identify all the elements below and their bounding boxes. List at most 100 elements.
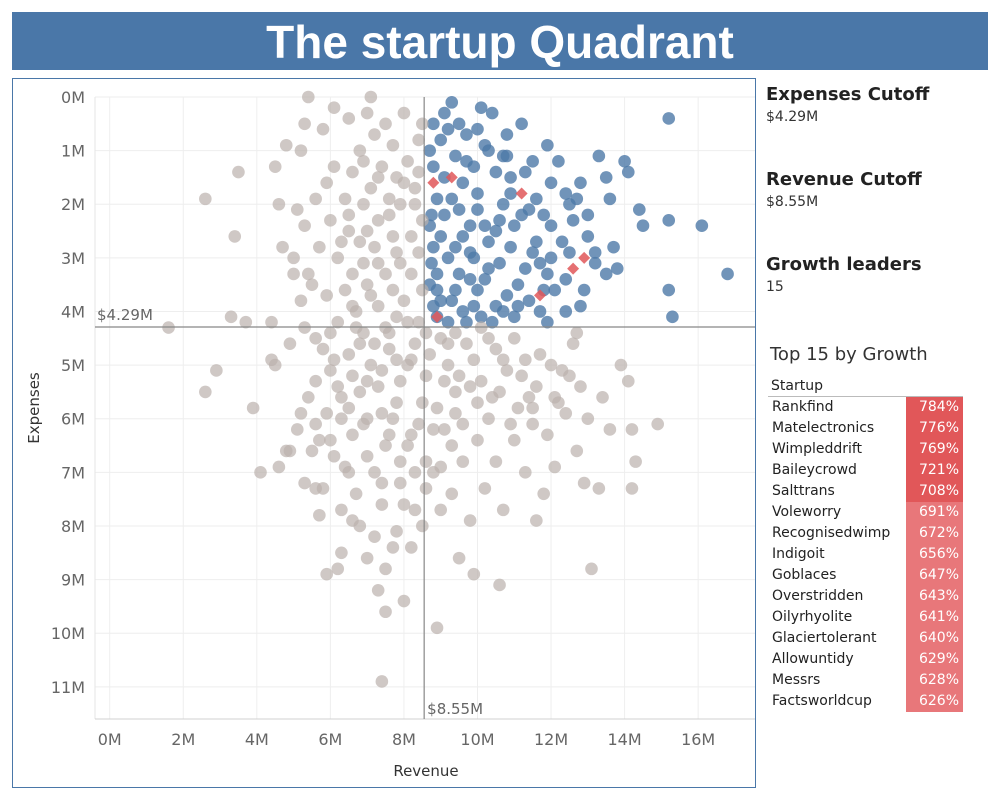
- startup-point: [515, 369, 528, 383]
- table-row[interactable]: Factsworldcup 626%: [768, 691, 963, 712]
- leader-point: [592, 149, 606, 163]
- startup-point: [412, 417, 425, 431]
- page-title: The startup Quadrant: [12, 12, 988, 70]
- growth-value: 641%: [906, 607, 963, 628]
- startup-point: [283, 337, 297, 350]
- startup-point: [379, 267, 392, 281]
- startup-point: [272, 460, 286, 474]
- startup-point: [423, 348, 436, 361]
- startup-point: [434, 503, 448, 517]
- startup-point: [408, 181, 422, 195]
- expenses-cutoff-value[interactable]: $4.29M: [766, 109, 819, 125]
- startup-point: [397, 106, 411, 120]
- growth-marker-point: [427, 176, 440, 189]
- leader-point: [463, 273, 477, 286]
- leader-point: [500, 128, 514, 141]
- y-tick-label: 6M: [61, 410, 85, 429]
- startup-point: [371, 380, 385, 393]
- table-row[interactable]: Glaciertolerant 640%: [768, 628, 963, 649]
- startup-point: [379, 439, 392, 452]
- startup-point: [412, 246, 425, 259]
- startup-point: [493, 385, 506, 399]
- revenue-cutoff-label: Revenue Cutoff: [766, 169, 922, 190]
- startup-point: [290, 203, 304, 216]
- leader-point: [530, 235, 543, 249]
- table-row[interactable]: Rankfind 784%: [768, 397, 963, 418]
- table-row[interactable]: Allowuntidy 629%: [768, 649, 963, 670]
- startup-point: [360, 278, 374, 291]
- startup-point: [419, 369, 433, 383]
- leader-point: [599, 267, 613, 281]
- startup-point: [283, 444, 297, 458]
- expenses-cutoff-label: Expenses Cutoff: [766, 84, 930, 105]
- growth-value: 629%: [906, 649, 963, 670]
- leader-point: [581, 208, 595, 222]
- table-row[interactable]: Oilyrhyolite 641%: [768, 607, 963, 628]
- leader-point: [610, 262, 624, 275]
- startup-point: [625, 423, 639, 436]
- startup-point: [368, 530, 381, 543]
- startup-point: [541, 428, 554, 442]
- startup-point: [603, 423, 617, 436]
- leader-point: [559, 187, 573, 200]
- startup-point: [360, 449, 374, 463]
- leader-point: [555, 235, 569, 249]
- table-row[interactable]: Recognisedwimp 672%: [768, 523, 963, 544]
- startup-point: [566, 337, 580, 350]
- startup-point: [342, 348, 356, 361]
- table-row[interactable]: Messrs 628%: [768, 670, 963, 691]
- startup-point: [335, 390, 348, 404]
- startup-point: [430, 401, 444, 415]
- leader-point: [478, 273, 492, 286]
- leader-point: [721, 267, 734, 281]
- leader-point: [471, 187, 484, 200]
- startup-point: [346, 428, 359, 442]
- startup-point: [460, 337, 473, 350]
- startup-point: [210, 364, 223, 377]
- leader-point: [522, 294, 536, 308]
- startup-point: [268, 160, 282, 174]
- startup-point: [346, 165, 359, 179]
- startup-point: [401, 358, 414, 372]
- startup-point: [570, 444, 584, 458]
- leader-point: [467, 299, 481, 313]
- expenses-cutoff-panel: Expenses Cutoff $4.29M: [766, 84, 929, 125]
- leader-point: [574, 176, 587, 190]
- startup-point: [574, 380, 587, 393]
- startup-point: [412, 165, 425, 179]
- startup-name: Glaciertolerant: [772, 630, 877, 646]
- startup-point: [519, 466, 532, 479]
- leader-point: [427, 160, 440, 174]
- startup-point: [382, 428, 396, 442]
- leader-point: [507, 310, 521, 324]
- startup-point: [526, 401, 539, 415]
- startup-point: [324, 326, 337, 340]
- table-row[interactable]: Overstridden 643%: [768, 586, 963, 607]
- growth-value: 769%: [906, 439, 963, 460]
- startup-point: [416, 519, 429, 533]
- leader-point: [519, 165, 532, 179]
- table-row[interactable]: Voleworry 691%: [768, 502, 963, 523]
- leader-point: [496, 197, 510, 211]
- startup-point: [309, 331, 322, 345]
- table-row[interactable]: Wimpleddrift 769%: [768, 439, 963, 460]
- startup-point: [327, 353, 341, 367]
- startup-point: [382, 208, 396, 222]
- scatter-chart[interactable]: 0M 1M 2M 3M 4M 5M 6M 7M 8M 9M 10M 11M 0M 2M 4M 6M 8M 10M 1…: [13, 79, 755, 787]
- table-row[interactable]: Salttrans 708%: [768, 481, 963, 502]
- growth-leaders-value[interactable]: 15: [766, 279, 784, 295]
- table-row[interactable]: Baileycrowd 721%: [768, 460, 963, 481]
- table-row[interactable]: Indigoit 656%: [768, 544, 963, 565]
- startup-point: [335, 503, 348, 517]
- startup-point: [519, 353, 532, 367]
- leader-point: [496, 149, 510, 163]
- table-row[interactable]: Goblaces 647%: [768, 565, 963, 586]
- leader-point: [482, 262, 495, 275]
- startup-point: [290, 423, 304, 436]
- leader-point: [489, 224, 503, 238]
- y-tick-label: 3M: [61, 249, 85, 268]
- table-row[interactable]: Matelectronics 776%: [768, 418, 963, 439]
- revenue-cutoff-value[interactable]: $8.55M: [766, 194, 819, 210]
- leader-point: [471, 122, 484, 136]
- leader-point: [474, 101, 488, 115]
